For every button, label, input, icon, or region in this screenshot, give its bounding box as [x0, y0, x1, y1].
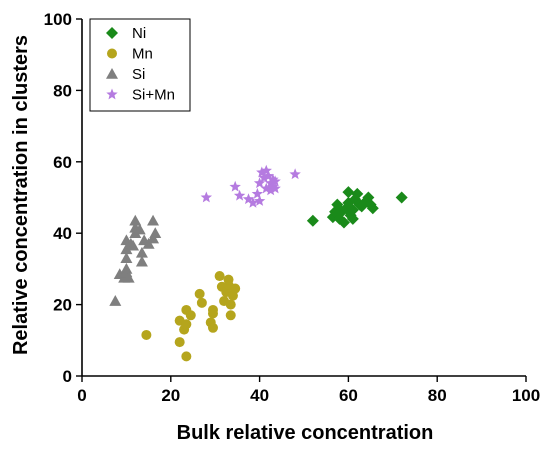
mn-point	[214, 271, 225, 282]
ni-point	[395, 191, 408, 204]
si-mn-point	[256, 166, 268, 178]
x-tick-label: 80	[428, 386, 447, 405]
mn-point	[207, 304, 218, 315]
si-point	[127, 239, 140, 251]
x-tick-label: 20	[161, 386, 180, 405]
y-tick-label: 40	[53, 224, 72, 243]
si-mn-point	[267, 180, 279, 192]
mn-point	[196, 297, 207, 308]
si-point	[149, 227, 162, 238]
mn-point	[181, 319, 192, 330]
mn-point	[185, 310, 196, 321]
si-point	[135, 255, 148, 267]
legend-si-marker	[106, 68, 118, 79]
mn-point	[194, 288, 205, 299]
si-point	[135, 246, 148, 258]
ni-point	[346, 203, 359, 216]
si-point	[147, 214, 160, 226]
legend: Ni Mn Si Si+Mn	[89, 18, 191, 112]
x-tick-label: 40	[250, 386, 269, 405]
ni-point	[366, 202, 379, 215]
si-mn-point	[200, 191, 213, 203]
legend-si-label: Si	[132, 66, 145, 83]
si-mn-point	[251, 187, 264, 199]
ni-point	[342, 186, 355, 199]
mn-point	[181, 351, 192, 362]
si-mn-point	[233, 189, 246, 201]
si-mn-point	[253, 177, 266, 189]
legend-si-mn-label: Si+Mn	[132, 87, 175, 104]
si-mn-point	[260, 182, 272, 194]
si-point	[133, 223, 146, 235]
si-point	[120, 252, 133, 263]
legend-si-mn-marker	[106, 88, 118, 100]
si-mn-point	[289, 168, 301, 180]
x-tick-label: 0	[77, 386, 86, 405]
si-point	[129, 214, 142, 226]
si-mn-point	[267, 173, 279, 185]
si-point	[109, 295, 122, 306]
data-points	[109, 164, 408, 362]
legend-mn-label: Mn	[132, 46, 153, 63]
ni-point	[346, 212, 359, 225]
legend-ni-label: Ni	[132, 25, 146, 42]
mn-point	[225, 310, 236, 321]
legend-mn-marker	[107, 48, 117, 59]
mn-point	[174, 337, 185, 348]
y-axis-title: Relative concentration in clusters	[10, 35, 32, 355]
si-mn-point	[269, 175, 281, 187]
si-mn-point	[229, 180, 241, 192]
legend-box	[89, 18, 191, 112]
y-tick-label: 80	[53, 81, 72, 100]
x-tick-label: 60	[339, 386, 358, 405]
mn-point	[223, 274, 234, 285]
si-mn-point	[247, 196, 259, 208]
si-mn-point	[258, 171, 270, 183]
y-tick-label: 60	[53, 153, 72, 172]
si-mn-point	[269, 182, 281, 194]
x-tick-label: 100	[512, 386, 540, 405]
si-mn-point	[260, 164, 272, 176]
ni-point	[337, 216, 350, 229]
y-tick-label: 0	[63, 367, 72, 386]
y-tick-label: 20	[53, 296, 72, 315]
mn-point	[230, 283, 241, 294]
si-mn-point	[242, 193, 255, 205]
y-tick-label: 100	[44, 10, 72, 29]
x-axis-title: Bulk relative concentration	[177, 422, 434, 444]
mn-point	[207, 322, 218, 333]
ni-point	[306, 214, 319, 227]
si-mn-point	[253, 195, 266, 206]
axes: 0 20 40 60 80 100 0 20 40 60 80 100	[44, 10, 541, 405]
si-point	[122, 271, 135, 283]
si-mn-point	[262, 170, 275, 181]
ni-point	[351, 187, 364, 200]
mn-point	[141, 329, 152, 340]
mn-point	[225, 299, 236, 310]
legend-ni-marker	[106, 27, 118, 39]
